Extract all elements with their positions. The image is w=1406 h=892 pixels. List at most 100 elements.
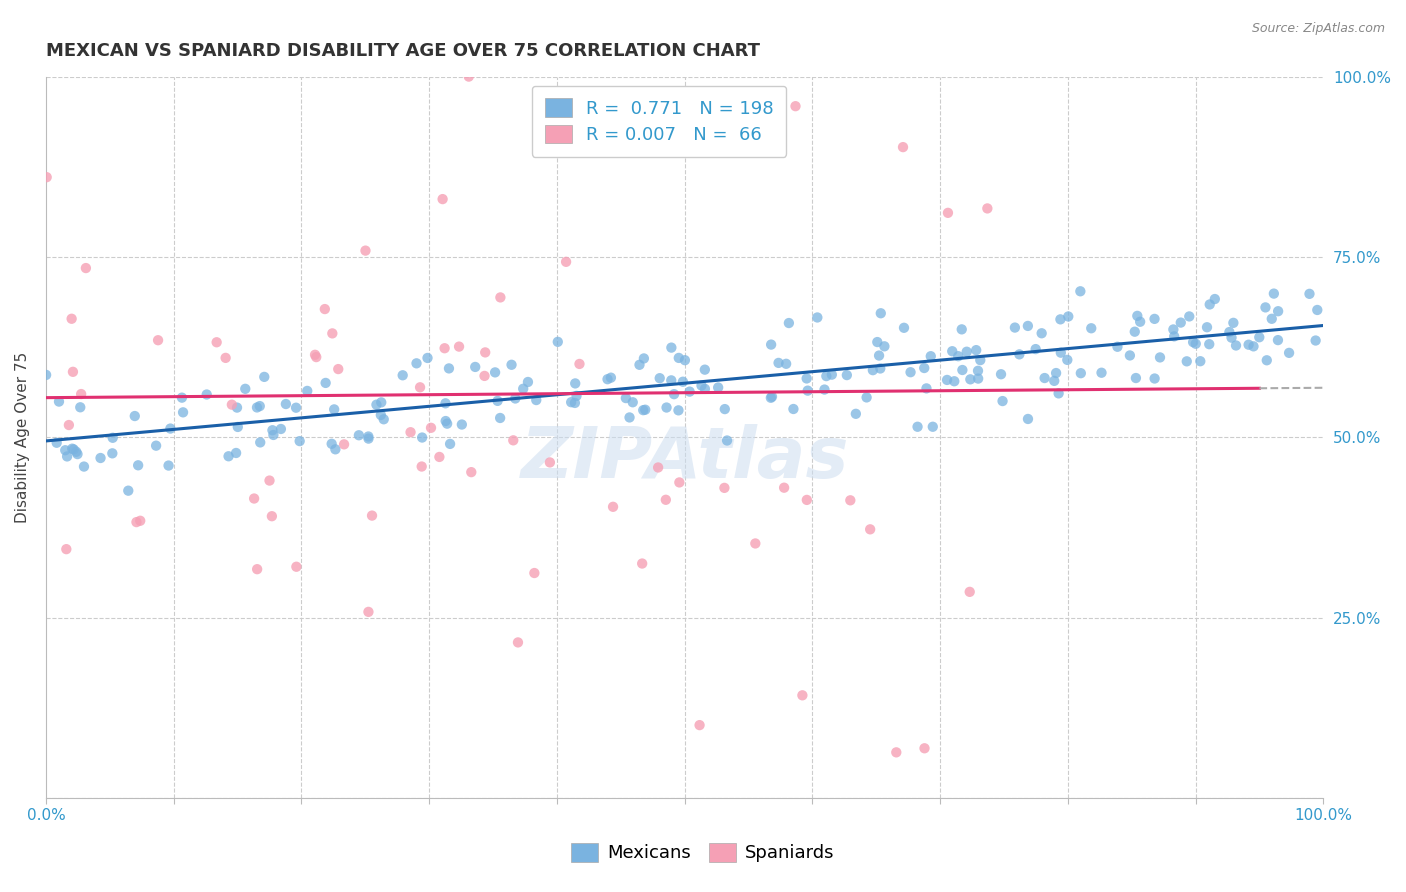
Point: [505, 392, 527, 406]
Point: [305, 350, 328, 364]
Text: MEXICAN VS SPANIARD DISABILITY AGE OVER 75 CORRELATION CHART: MEXICAN VS SPANIARD DISABILITY AGE OVER …: [46, 42, 761, 60]
Point: [1267, 304, 1289, 318]
Point: [274, 397, 297, 411]
Point: [433, 341, 456, 355]
Point: [690, 378, 713, 392]
Point: [835, 368, 858, 383]
Point: [60, 311, 83, 326]
Point: [218, 450, 240, 464]
Point: [172, 405, 194, 419]
Point: [1123, 325, 1146, 339]
Point: [439, 437, 461, 451]
Point: [907, 419, 929, 434]
Point: [249, 435, 271, 450]
Point: [361, 508, 384, 523]
Point: [484, 365, 506, 379]
Point: [744, 536, 766, 550]
Point: [565, 389, 588, 403]
Point: [759, 391, 782, 405]
Point: [391, 368, 413, 383]
Point: [659, 373, 682, 387]
Point: [125, 515, 148, 529]
Point: [65, 445, 87, 459]
Point: [75, 261, 97, 276]
Point: [634, 402, 657, 417]
Point: [1057, 310, 1080, 324]
Point: [474, 368, 496, 383]
Point: [950, 322, 973, 336]
Point: [1025, 342, 1047, 356]
Point: [912, 361, 935, 376]
Point: [956, 344, 979, 359]
Point: [936, 373, 959, 387]
Point: [965, 343, 987, 358]
Point: [920, 349, 942, 363]
Point: [117, 483, 139, 498]
Point: [773, 481, 796, 495]
Point: [921, 419, 943, 434]
Point: [73, 459, 96, 474]
Point: [1184, 336, 1206, 351]
Point: [1175, 354, 1198, 368]
Point: [868, 349, 890, 363]
Point: [170, 391, 193, 405]
Point: [941, 344, 963, 359]
Point: [862, 363, 884, 377]
Point: [366, 398, 388, 412]
Point: [523, 566, 546, 580]
Point: [270, 422, 292, 436]
Point: [655, 401, 678, 415]
Point: [628, 358, 651, 372]
Point: [1254, 301, 1277, 315]
Point: [70, 387, 93, 401]
Point: [474, 345, 496, 359]
Point: [631, 557, 654, 571]
Point: [246, 401, 269, 415]
Point: [58, 417, 80, 432]
Point: [1243, 339, 1265, 353]
Point: [288, 434, 311, 449]
Point: [1008, 347, 1031, 361]
Point: [159, 421, 181, 435]
Point: [214, 351, 236, 365]
Point: [1043, 374, 1066, 388]
Point: [48, 394, 70, 409]
Point: [146, 333, 169, 347]
Point: [524, 392, 547, 407]
Point: [260, 509, 283, 524]
Point: [950, 363, 973, 377]
Point: [416, 351, 439, 365]
Point: [1195, 320, 1218, 334]
Point: [226, 420, 249, 434]
Point: [900, 365, 922, 379]
Point: [668, 475, 690, 490]
Point: [321, 437, 343, 451]
Point: [1267, 333, 1289, 347]
Point: [1204, 292, 1226, 306]
Point: [785, 99, 807, 113]
Point: [614, 391, 637, 405]
Point: [321, 326, 343, 341]
Point: [246, 562, 269, 576]
Point: [357, 432, 380, 446]
Point: [315, 376, 337, 390]
Point: [1149, 351, 1171, 365]
Point: [1125, 371, 1147, 385]
Point: [1225, 338, 1247, 352]
Point: [1237, 337, 1260, 351]
Point: [1143, 371, 1166, 385]
Point: [633, 351, 655, 366]
Point: [457, 70, 479, 84]
Point: [547, 334, 569, 349]
Point: [409, 380, 432, 394]
Point: [1031, 326, 1053, 341]
Point: [976, 202, 998, 216]
Point: [434, 414, 457, 428]
Point: [1263, 286, 1285, 301]
Point: [1298, 286, 1320, 301]
Point: [873, 339, 896, 353]
Point: [621, 395, 644, 409]
Point: [948, 349, 970, 363]
Point: [1143, 311, 1166, 326]
Point: [1090, 366, 1112, 380]
